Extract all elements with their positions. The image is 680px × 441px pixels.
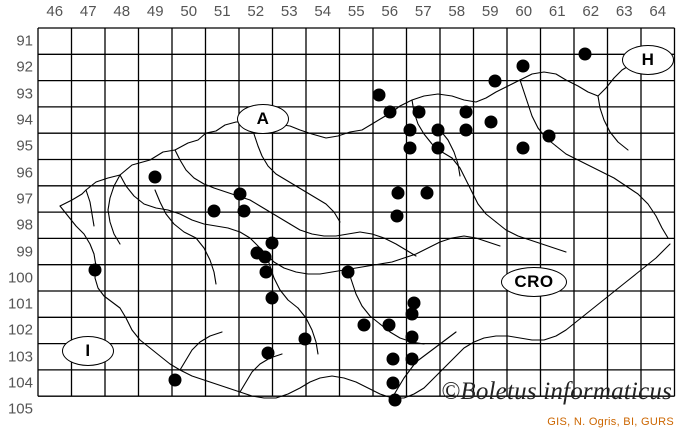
x-axis-tick-label: 55 bbox=[347, 3, 365, 20]
occurrence-dot bbox=[233, 187, 247, 201]
occurrence-dot bbox=[488, 74, 502, 88]
x-axis-tick-label: 63 bbox=[615, 3, 633, 20]
x-axis-tick-label: 52 bbox=[247, 3, 265, 20]
occurrence-dot bbox=[484, 115, 498, 129]
y-axis-tick-label: 94 bbox=[16, 111, 33, 129]
occurrence-dot bbox=[148, 170, 162, 184]
y-axis-tick-label: 99 bbox=[16, 243, 33, 261]
occurrence-dot bbox=[391, 186, 405, 200]
occurrence-dot bbox=[431, 123, 445, 137]
occurrence-dot bbox=[357, 318, 371, 332]
occurrence-dot bbox=[265, 236, 279, 250]
occurrence-dot bbox=[258, 250, 272, 264]
occurrence-dot bbox=[403, 123, 417, 137]
occurrence-dot bbox=[386, 376, 400, 390]
x-axis-tick-label: 62 bbox=[582, 3, 600, 20]
y-axis-tick-label: 102 bbox=[7, 321, 33, 339]
occurrence-dot bbox=[405, 307, 419, 321]
occurrence-dot bbox=[341, 265, 355, 279]
y-axis-tick-label: 97 bbox=[16, 190, 33, 208]
occurrence-dot bbox=[407, 296, 421, 310]
occurrence-dot bbox=[298, 332, 312, 346]
occurrence-dot bbox=[372, 88, 386, 102]
x-axis-tick-label: 51 bbox=[213, 3, 231, 20]
copyright-text: ©Boletus informaticus bbox=[441, 378, 672, 405]
y-axis-tick-label: 100 bbox=[7, 269, 33, 287]
x-axis-tick-label: 56 bbox=[381, 3, 399, 20]
occurrence-dot bbox=[542, 129, 556, 143]
x-axis-tick-label: 59 bbox=[481, 3, 499, 20]
y-axis-tick-label: 93 bbox=[16, 85, 33, 103]
occurrence-dot bbox=[88, 263, 102, 277]
y-axis-tick-label: 105 bbox=[7, 400, 33, 418]
y-axis-tick-label: 98 bbox=[16, 216, 33, 234]
x-axis-tick-label: 64 bbox=[649, 3, 667, 20]
x-axis-tick-label: 54 bbox=[314, 3, 332, 20]
occurrence-dot bbox=[516, 141, 530, 155]
x-axis-tick-label: 60 bbox=[515, 3, 533, 20]
occurrence-dot bbox=[261, 346, 275, 360]
y-axis-tick-label: 96 bbox=[16, 164, 33, 182]
occurrence-dot bbox=[386, 352, 400, 366]
occurrence-dot bbox=[405, 330, 419, 344]
y-axis-tick-label: 103 bbox=[7, 348, 33, 366]
y-axis-tick-label: 92 bbox=[16, 58, 33, 76]
occurrence-dot bbox=[516, 59, 530, 73]
y-axis-tick-label: 95 bbox=[16, 137, 33, 155]
occurrence-dot bbox=[459, 123, 473, 137]
x-axis-tick-label: 58 bbox=[448, 3, 466, 20]
y-axis-tick-label: 104 bbox=[7, 374, 33, 392]
occurrence-dot bbox=[390, 209, 404, 223]
x-axis-tick-label: 49 bbox=[146, 3, 164, 20]
occurrence-dot bbox=[383, 105, 397, 119]
occurrence-dot bbox=[259, 265, 273, 279]
country-label-cro: CRO bbox=[501, 267, 567, 297]
x-axis-tick-label: 57 bbox=[414, 3, 432, 20]
occurrence-dot bbox=[403, 141, 417, 155]
country-label-h: H bbox=[622, 45, 674, 75]
x-axis-tick-label: 61 bbox=[548, 3, 566, 20]
occurrence-dot bbox=[459, 105, 473, 119]
x-axis-tick-label: 47 bbox=[79, 3, 97, 20]
y-axis-tick-label: 101 bbox=[7, 295, 33, 313]
x-axis-tick-label: 53 bbox=[280, 3, 298, 20]
attribution-text: GIS, N. Ogris, BI, GURS bbox=[547, 416, 674, 428]
occurrence-dot bbox=[388, 393, 402, 407]
occurrence-dot bbox=[578, 47, 592, 61]
occurrence-dot bbox=[382, 318, 396, 332]
country-label-i: I bbox=[62, 336, 114, 366]
x-axis-tick-label: 50 bbox=[180, 3, 198, 20]
occurrence-dot bbox=[412, 105, 426, 119]
occurrence-dot bbox=[207, 204, 221, 218]
country-label-a: A bbox=[237, 104, 289, 134]
occurrence-dot bbox=[168, 373, 182, 387]
occurrence-dot bbox=[237, 204, 251, 218]
occurrence-dot bbox=[431, 141, 445, 155]
occurrence-dot bbox=[405, 352, 419, 366]
x-axis-tick-label: 46 bbox=[46, 3, 64, 20]
occurrence-dot bbox=[420, 186, 434, 200]
x-axis-tick-label: 48 bbox=[113, 3, 131, 20]
y-axis-tick-label: 91 bbox=[16, 32, 33, 50]
occurrence-dot bbox=[265, 291, 279, 305]
